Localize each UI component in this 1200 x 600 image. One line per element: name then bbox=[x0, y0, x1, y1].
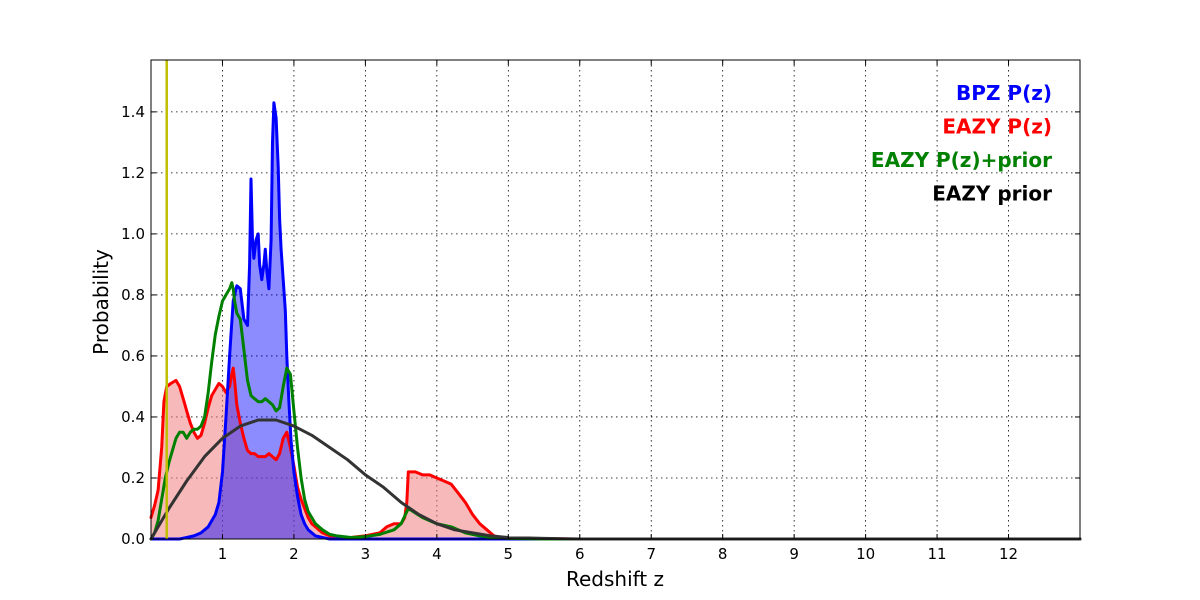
x-tick-label: 12 bbox=[999, 545, 1018, 563]
legend-entry-eazy-p-z-prior: EAZY P(z)+prior bbox=[871, 148, 1052, 172]
axes bbox=[150, 59, 1081, 540]
tick-labels: 1 2 3 4 5 6 7 8 9 10 11 120.00.20.40.60.81.01.21.4 bbox=[121, 103, 1018, 563]
x-tick-label: 3 bbox=[361, 545, 371, 563]
eazy-p-z-line bbox=[149, 366, 1082, 541]
x-tick-label: 4 bbox=[432, 545, 442, 563]
y-axis-title: Probability bbox=[89, 249, 113, 355]
y-tick-label: 0.6 bbox=[121, 347, 145, 365]
x-tick-label: 6 bbox=[575, 545, 585, 563]
x-axis-title: Redshift z bbox=[566, 567, 664, 591]
x-tick-label: 10 bbox=[856, 545, 875, 563]
y-tick-label: 0.2 bbox=[121, 469, 145, 487]
area-fills bbox=[151, 102, 1080, 539]
y-tick-label: 1.2 bbox=[121, 164, 145, 182]
y-tick-label: 0.8 bbox=[121, 286, 145, 304]
legend-entry-bpz-p-z: BPZ P(z) bbox=[956, 81, 1052, 105]
legend-entry-eazy-p-z: EAZY P(z) bbox=[942, 115, 1052, 139]
bpz-p-z-area bbox=[151, 102, 1080, 539]
x-tick-label: 5 bbox=[504, 545, 514, 563]
x-tick-label: 2 bbox=[289, 545, 299, 563]
x-tick-label: 9 bbox=[789, 545, 799, 563]
x-tick-label: 7 bbox=[646, 545, 656, 563]
eazy-p-z-area bbox=[151, 368, 1080, 539]
plot-frame bbox=[150, 59, 1081, 540]
y-tick-label: 0.4 bbox=[121, 408, 145, 426]
y-tick-label: 1.4 bbox=[121, 103, 145, 121]
x-tick-label: 1 bbox=[218, 545, 228, 563]
y-tick-label: 0.0 bbox=[121, 530, 145, 548]
x-tick-label: 11 bbox=[928, 545, 947, 563]
y-tick-label: 1.0 bbox=[121, 225, 145, 243]
x-tick-label: 8 bbox=[718, 545, 728, 563]
legend: BPZ P(z) EAZY P(z) EAZY P(z)+prior EAZY pri… bbox=[871, 81, 1052, 206]
legend-entry-eazy-prior: EAZY prior bbox=[932, 182, 1052, 206]
